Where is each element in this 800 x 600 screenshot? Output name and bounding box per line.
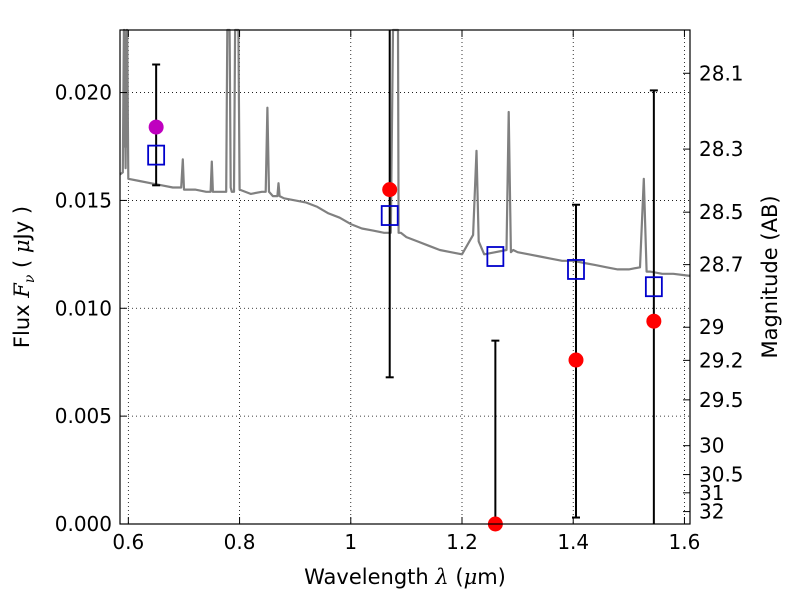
axis-ticks: 0.6 0.8 1 1.2 1.4 1.6 0.000 0.005 0.010 0.015 0.02… xyxy=(55,30,744,554)
mag-tick-label: 29.5 xyxy=(699,388,744,412)
x-tick-label: 1.4 xyxy=(557,530,589,554)
y-tick-label: 0.000 xyxy=(55,512,112,536)
mag-tick-label: 29 xyxy=(699,315,724,339)
model-photometry-square xyxy=(486,246,505,267)
x-tick-label: 1.6 xyxy=(669,530,701,554)
mag-tick-label: 28.5 xyxy=(699,200,744,224)
mag-tick-label: 32 xyxy=(699,500,724,524)
y-axis-label-unit: Jy ) xyxy=(10,206,34,242)
model-spectrum-layer xyxy=(119,28,691,277)
model-photometry-square xyxy=(147,144,166,166)
observed-photometry-point xyxy=(646,313,662,329)
observed-photometry-point xyxy=(382,182,398,198)
x-axis-label-unit: m) xyxy=(477,565,506,589)
x-axis-label-lambda: λ xyxy=(434,565,448,589)
y-axis-label-nu: ν xyxy=(22,274,38,283)
model-photometry-square xyxy=(644,276,663,298)
x-tick-label: 1.2 xyxy=(446,530,478,554)
y-tick-label: 0.005 xyxy=(55,404,112,428)
model-photometry-square xyxy=(380,205,399,226)
y-axis-label-open: ( xyxy=(10,253,34,275)
model-photometry-layer xyxy=(147,144,663,298)
y-axis-label-text: Flux xyxy=(10,298,34,348)
y-tick-label: 0.020 xyxy=(55,81,112,105)
model-spectrum-line xyxy=(119,28,691,277)
y-tick-label: 0.015 xyxy=(55,188,112,212)
x-tick-label: 0.6 xyxy=(112,530,144,554)
x-tick-label: 1 xyxy=(344,530,357,554)
mag-tick-label: 29.2 xyxy=(699,348,744,372)
mag-tick-label: 28.7 xyxy=(699,253,744,277)
model-photometry-square xyxy=(567,259,585,280)
mag-tick-label: 28.3 xyxy=(699,137,744,161)
x-axis-label: Wavelength λ (μm) xyxy=(304,565,506,589)
plot-frame xyxy=(119,29,691,525)
y-axis-label-mu: μ xyxy=(10,239,34,253)
x-axis-label-text: Wavelength xyxy=(304,565,435,589)
y-axis-label-f: F xyxy=(10,282,34,299)
observed-photometry-layer xyxy=(148,119,662,532)
y-tick-label: 0.010 xyxy=(55,296,112,320)
mag-tick-label: 30 xyxy=(699,434,724,458)
observed-photometry-point xyxy=(568,352,584,368)
mag-tick-label: 31 xyxy=(699,481,724,505)
mag-tick-label: 30.5 xyxy=(699,463,744,487)
y2-axis-label: Magnitude (AB) xyxy=(758,195,782,358)
mag-tick-label: 28.1 xyxy=(699,61,744,85)
x-axis-label-open: ( xyxy=(449,565,464,589)
y-axis-label: Flux Fν ( μJy ) xyxy=(10,206,38,348)
observed-photometry-point xyxy=(148,119,164,135)
x-axis-label-mu: μ xyxy=(464,565,478,589)
x-tick-label: 0.8 xyxy=(224,530,256,554)
